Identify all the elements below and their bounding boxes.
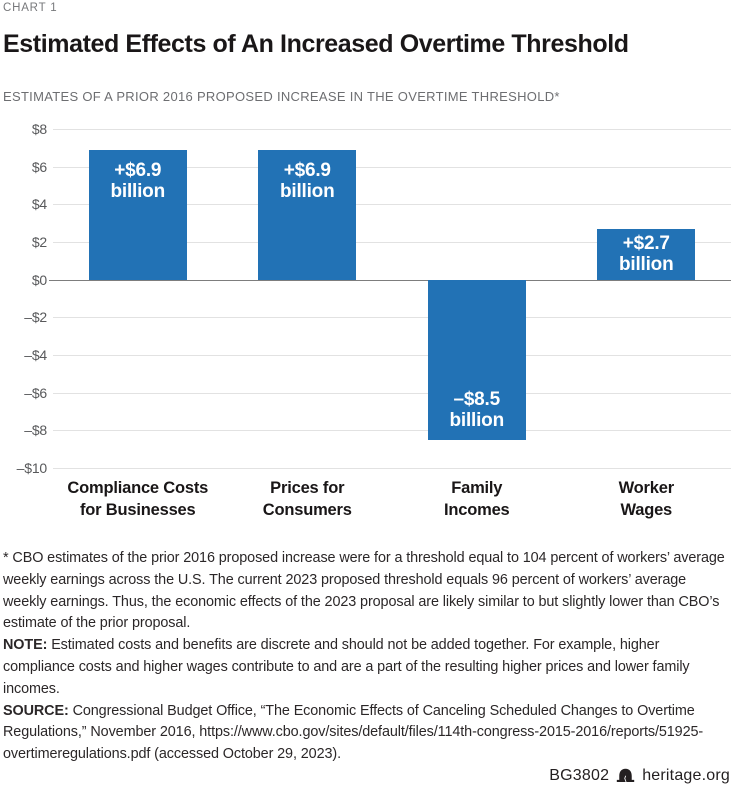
chart-page: CHART 1 Estimated Effects of An Increase… bbox=[3, 2, 731, 784]
bar-chart: $8 $6 $4 $2 $0 –$2 –$4 –$6 –$8 –$10 +$6.9 billion +$… bbox=[3, 121, 731, 523]
x-axis-label: Worker Wages bbox=[618, 479, 675, 519]
bar-value-label: –$8.5 billion bbox=[449, 388, 504, 431]
gridline bbox=[53, 129, 731, 130]
source-label: SOURCE: bbox=[3, 702, 69, 719]
chart-subtitle: ESTIMATES OF A PRIOR 2016 PROPOSED INCRE… bbox=[3, 89, 560, 104]
y-tick-label: –$6 bbox=[24, 384, 47, 401]
y-tick-label: $4 bbox=[31, 196, 47, 213]
source-text: Congressional Budget Office, “The Econom… bbox=[3, 702, 704, 763]
y-tick-label: –$8 bbox=[24, 422, 47, 439]
footnote-note: NOTE: Estimated costs and benefits are d… bbox=[3, 635, 731, 700]
zero-gridline bbox=[49, 279, 731, 281]
gridline bbox=[53, 166, 731, 168]
bar-value-label: +$6.9 billion bbox=[279, 159, 335, 202]
bar-prices-for-consumers: +$6.9 billion bbox=[258, 149, 357, 280]
bar-value-label: +$2.7 billion bbox=[618, 233, 674, 276]
liberty-bell-icon bbox=[617, 768, 635, 782]
gridline bbox=[53, 317, 731, 319]
note-label: NOTE: bbox=[3, 637, 48, 654]
y-tick-label: $0 bbox=[31, 271, 47, 288]
footnotes: * CBO estimates of the prior 2016 propos… bbox=[3, 548, 731, 766]
footnote-star-text: * CBO estimates of the prior 2016 propos… bbox=[3, 550, 725, 632]
y-tick-label: –$2 bbox=[24, 309, 47, 326]
x-axis-labels: Compliance Costs for Businesses Prices for… bbox=[53, 477, 731, 523]
site-name: heritage.org bbox=[642, 767, 730, 784]
bar-worker-wages: +$2.7 billion bbox=[597, 228, 696, 280]
bar-value-label: +$6.9 billion bbox=[110, 159, 165, 202]
gridline bbox=[53, 355, 731, 356]
footer: BG3802 heritage.org bbox=[549, 767, 730, 785]
gridline bbox=[53, 242, 731, 243]
y-tick-label: –$10 bbox=[16, 460, 48, 476]
y-tick-label: –$4 bbox=[24, 346, 47, 363]
gridline bbox=[53, 204, 731, 206]
bar-family-incomes: –$8.5 billion bbox=[427, 279, 526, 440]
footnote-source: SOURCE: Congressional Budget Office, “Th… bbox=[3, 701, 731, 766]
plot-area: $8 $6 $4 $2 $0 –$2 –$4 –$6 –$8 –$10 +$6.9 billion +$… bbox=[17, 121, 731, 476]
document-id: BG3802 bbox=[549, 767, 610, 784]
chart-kicker: CHART 1 bbox=[3, 2, 58, 14]
x-axis-label: Compliance Costs for Businesses bbox=[67, 479, 209, 519]
y-tick-label: $2 bbox=[31, 233, 47, 250]
page-title: Estimated Effects of An Increased Overti… bbox=[3, 30, 629, 58]
gridline bbox=[53, 430, 731, 432]
footnote-star: * CBO estimates of the prior 2016 propos… bbox=[3, 548, 731, 635]
y-tick-label: $8 bbox=[31, 121, 47, 137]
note-text: Estimated costs and benefits are discret… bbox=[3, 637, 690, 697]
y-tick-label: $6 bbox=[31, 158, 47, 175]
gridline bbox=[53, 468, 731, 469]
x-axis-label: Prices for Consumers bbox=[262, 479, 352, 519]
bar-compliance-costs-for-businesses: +$6.9 billion bbox=[88, 149, 187, 280]
x-axis-label: Family Incomes bbox=[443, 479, 510, 519]
gridline bbox=[53, 392, 731, 394]
